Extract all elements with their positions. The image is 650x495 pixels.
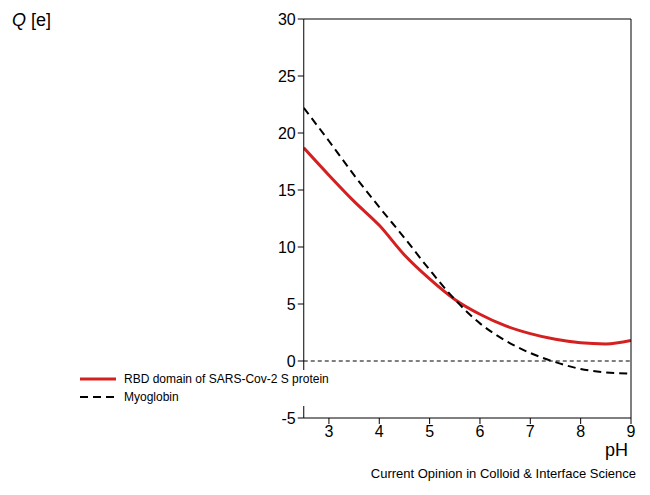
svg-text:25: 25 <box>278 68 296 85</box>
svg-text:-5: -5 <box>282 410 296 427</box>
html-text:Q [e]: Q [e] <box>12 10 51 30</box>
svg-text:15: 15 <box>278 182 296 199</box>
html-text:RBD domain of SARS-Cov-2 S pro: RBD domain of SARS-Cov-2 S protein <box>124 372 329 386</box>
svg-text:30: 30 <box>278 11 296 28</box>
svg-text:10: 10 <box>278 239 296 256</box>
svg-text:0: 0 <box>287 353 296 370</box>
html-text:Current Opinion in Colloid & I: Current Opinion in Colloid & Interface S… <box>370 466 636 481</box>
html-text:Myoglobin: Myoglobin <box>124 390 179 404</box>
svg-text:3: 3 <box>324 423 333 440</box>
svg-text:6: 6 <box>476 423 485 440</box>
svg-text:20: 20 <box>278 125 296 142</box>
svg-text:5: 5 <box>287 296 296 313</box>
svg-text:4: 4 <box>375 423 384 440</box>
svg-text:5: 5 <box>425 423 434 440</box>
svg-text:8: 8 <box>576 423 585 440</box>
svg-text:7: 7 <box>526 423 535 440</box>
html-text:pH: pH <box>605 440 628 460</box>
svg-text:9: 9 <box>627 423 636 440</box>
